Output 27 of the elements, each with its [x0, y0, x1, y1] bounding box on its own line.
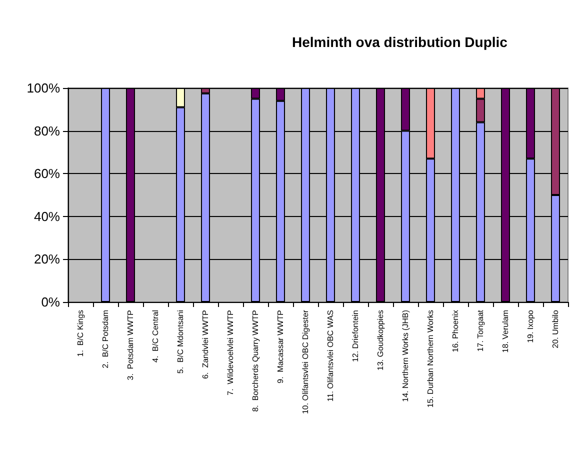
x-tick-label: 15. Durban Northern Works — [426, 310, 435, 408]
x-tick-label: 6. Zandvlei WWTP — [201, 310, 210, 379]
x-tick-label: 14. Northern Works (JHB) — [401, 310, 410, 402]
x-tick-label: 20. Umbilo — [551, 309, 560, 348]
x-tick-label: 2. B/C Potsdam — [101, 310, 110, 368]
x-tick-label: 8. Borcherds Quarry WWTP — [251, 310, 260, 412]
y-tick-label: 40% — [34, 208, 60, 224]
x-tick-label: 19. Ixopo — [526, 309, 535, 343]
x-tick-label: 7. Wildevoelvlei WWTP — [226, 310, 235, 396]
y-tick-label: 20% — [34, 252, 60, 267]
x-tick-label: 10. Olifantsvlei OBC Digester — [301, 310, 310, 414]
x-tick-label: 5. B/C Mdontsani — [176, 310, 185, 374]
y-tick-label: 80% — [34, 123, 60, 138]
chart-title: Helminth ova distribution Duplic — [292, 34, 508, 50]
x-tick-label: 16. Phoenix — [451, 310, 460, 352]
x-tick-label: 4. B/C Central — [151, 310, 160, 362]
x-tick-label: 12. Driefontein — [351, 310, 360, 362]
x-tick-label: 18. Verulam — [501, 310, 510, 353]
x-tick-label: 13. Goudkoppies — [376, 310, 385, 370]
x-tick-label: 11. Olifantsvlei OBC WAS — [326, 310, 335, 402]
y-tick-label: 0% — [41, 294, 60, 310]
x-tick-label: 3. Potsdam WWTP — [126, 310, 135, 380]
x-tick-label: 9. Macassar WWTP — [276, 310, 285, 384]
y-tick-label: 100% — [26, 80, 60, 96]
x-tick-label: 17. Tongaat — [476, 309, 485, 352]
x-tick-label: 1. B/C Kings — [76, 310, 85, 357]
y-tick-label: 60% — [34, 166, 60, 182]
